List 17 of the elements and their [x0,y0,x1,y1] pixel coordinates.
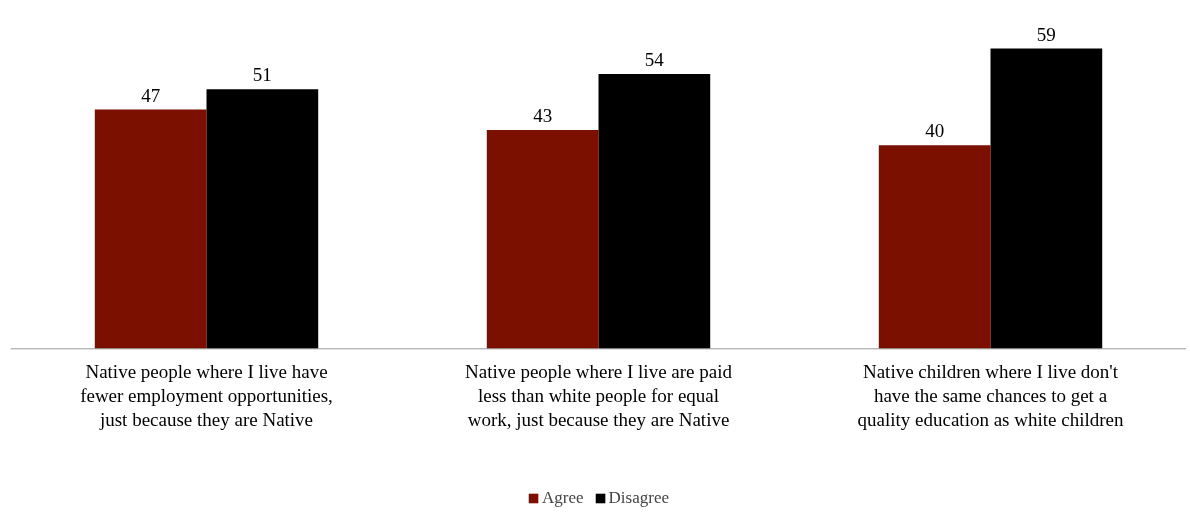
x-tick-label: Native people where I live are paid less than white people for equal work, just because they are Native [465,360,733,431]
bar [206,89,319,349]
data-label: 59 [1036,23,1056,45]
bar [486,129,599,349]
data-label: 51 [252,64,272,86]
data-label: 47 [141,84,161,106]
bar [598,73,711,349]
data-label: 54 [644,48,665,70]
legend-label: Disagree [608,488,669,508]
x-tick-label: Native children where I live don't have the same chances to get a quality education as white children [857,360,1124,431]
bar [878,145,991,349]
data-label: 43 [533,104,553,126]
legend-label: Agree [542,488,584,508]
x-tick-label: Native people where I live have fewer employment opportunities, just because they are Native [80,360,333,431]
data-label: 40 [925,120,945,142]
bar [94,109,207,349]
bar [990,48,1103,349]
